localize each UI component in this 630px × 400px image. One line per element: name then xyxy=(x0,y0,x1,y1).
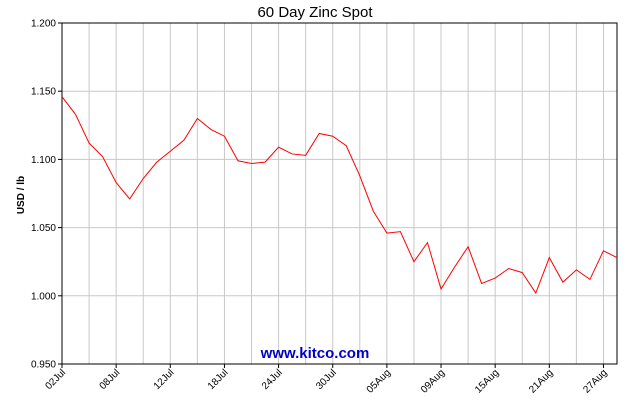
x-tick-label: 05Aug xyxy=(365,367,393,395)
y-axis-label: USD / lb xyxy=(16,176,27,214)
series-layer xyxy=(61,96,618,295)
grid-lines xyxy=(61,22,617,365)
y-tick-label: 0.950 xyxy=(31,360,56,371)
x-tick-label: 30Jul xyxy=(314,367,339,392)
x-tick-label: 27Aug xyxy=(581,367,609,395)
y-tick-label: 1.200 xyxy=(31,19,56,30)
x-tick-label: 15Aug xyxy=(473,367,501,395)
series-line xyxy=(61,96,618,295)
x-tick-label: 08Jul xyxy=(98,367,123,392)
y-tick-label: 1.100 xyxy=(31,155,56,166)
x-tick-label: 18Jul xyxy=(206,367,231,392)
y-tick-label: 1.000 xyxy=(31,291,56,302)
x-tick-label: 21Aug xyxy=(527,367,555,395)
plot-area-frame xyxy=(61,22,618,365)
y-tick-label: 1.150 xyxy=(31,87,56,98)
y-tick-label: 1.050 xyxy=(31,223,56,234)
y-axis-ticks: 1.200 1.150 1.100 1.050 1.000 0.950 xyxy=(31,19,62,371)
x-tick-label: 09Aug xyxy=(419,367,447,395)
x-tick-label: 24Jul xyxy=(260,367,285,392)
x-axis-ticks: 02Jul 08Jul 12Jul 18Jul 24Jul 30Jul 05Aug 09Aug… xyxy=(43,364,610,396)
x-tick-label: 02Jul xyxy=(43,367,68,392)
chart-title: 60 Day Zinc Spot xyxy=(257,4,373,21)
x-tick-label: 12Jul xyxy=(152,367,177,392)
watermark: www.kitco.com xyxy=(260,345,370,362)
